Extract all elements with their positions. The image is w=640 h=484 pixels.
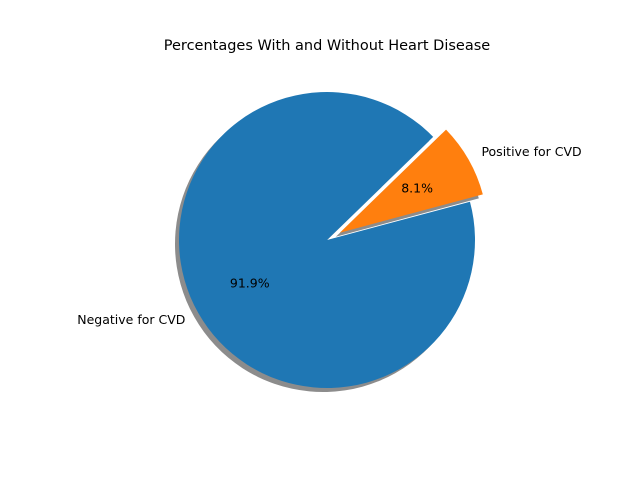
slice-label-positive-for-cvd: Positive for CVD [481,144,581,159]
pie-slice-layer [179,92,483,388]
pie-slice-negative-for-cvd [179,92,475,388]
pie-slice-positive-for-cvd [339,129,483,233]
pie-label-layer: Positive for CVD 8.1% Negative for CVD 91.9… [77,144,581,327]
slice-label-negative-for-cvd: Negative for CVD [77,312,185,327]
pct-label-negative-for-cvd: 91.9% [230,275,270,290]
chart-title: Percentages With and Without Heart Disea… [164,38,491,54]
pct-label-positive-for-cvd: 8.1% [401,180,433,195]
